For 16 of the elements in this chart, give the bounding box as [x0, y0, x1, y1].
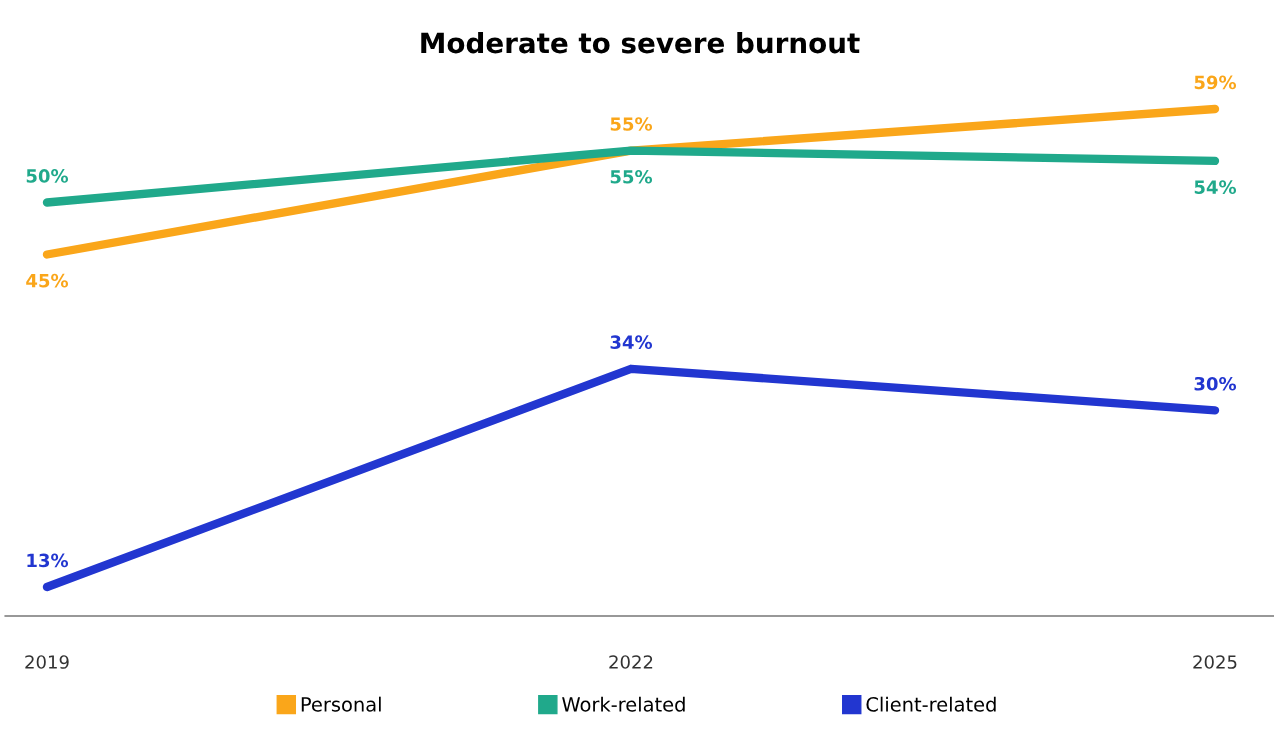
x-tick-label: 2025 — [1193, 655, 1237, 669]
x-tick-label: 2022 — [609, 655, 653, 669]
data-label: 55% — [610, 117, 653, 131]
legend-label: Work-related — [562, 696, 685, 712]
data-label: 55% — [610, 169, 653, 184]
legend-label: Client-related — [866, 696, 996, 712]
data-label: 54% — [1194, 180, 1237, 194]
data-label: 59% — [1194, 75, 1237, 90]
legend-label: Personal — [301, 696, 381, 712]
data-label: 50% — [26, 169, 69, 183]
data-label: 30% — [1194, 376, 1237, 391]
data-label: 45% — [26, 273, 69, 288]
data-label: 34% — [610, 335, 653, 350]
x-tick-label: 2019 — [25, 655, 69, 669]
data-label: 13% — [27, 553, 69, 568]
chart-title: Moderate to severe burnout — [421, 31, 860, 54]
